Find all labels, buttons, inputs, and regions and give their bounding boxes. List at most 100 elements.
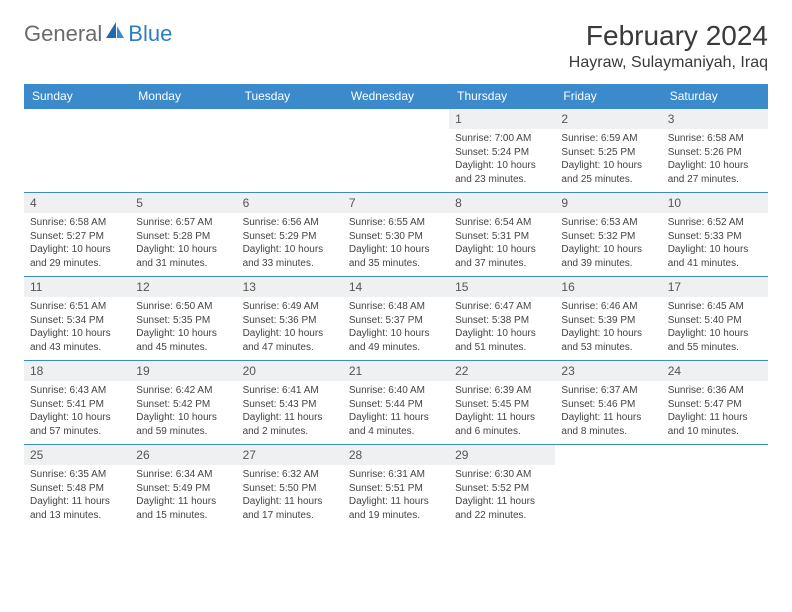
day-detail-cell: Sunrise: 6:47 AMSunset: 5:38 PMDaylight:…	[449, 297, 555, 361]
sunset-text: Sunset: 5:36 PM	[243, 314, 337, 328]
sunrise-text: Sunrise: 6:42 AM	[136, 384, 230, 398]
day-detail-cell: Sunrise: 6:49 AMSunset: 5:36 PMDaylight:…	[237, 297, 343, 361]
daylight-text-1: Daylight: 10 hours	[668, 327, 762, 341]
daylight-text-1: Daylight: 11 hours	[561, 411, 655, 425]
day-header: Sunday	[24, 84, 130, 109]
daylight-text-1: Daylight: 11 hours	[349, 495, 443, 509]
daylight-text-2: and 15 minutes.	[136, 509, 230, 523]
day-detail-row: Sunrise: 6:51 AMSunset: 5:34 PMDaylight:…	[24, 297, 768, 361]
day-detail-cell: Sunrise: 6:40 AMSunset: 5:44 PMDaylight:…	[343, 381, 449, 445]
day-number-cell: 2	[555, 109, 661, 130]
day-number-cell: 14	[343, 277, 449, 298]
daylight-text-1: Daylight: 10 hours	[136, 411, 230, 425]
day-detail-cell: Sunrise: 6:52 AMSunset: 5:33 PMDaylight:…	[662, 213, 768, 277]
sunset-text: Sunset: 5:25 PM	[561, 146, 655, 160]
day-number-cell	[24, 109, 130, 130]
day-detail-cell: Sunrise: 6:57 AMSunset: 5:28 PMDaylight:…	[130, 213, 236, 277]
sunrise-text: Sunrise: 6:46 AM	[561, 300, 655, 314]
daylight-text-1: Daylight: 10 hours	[243, 327, 337, 341]
sunset-text: Sunset: 5:26 PM	[668, 146, 762, 160]
day-number-cell: 23	[555, 361, 661, 382]
day-number-cell: 8	[449, 193, 555, 214]
day-detail-row: Sunrise: 6:43 AMSunset: 5:41 PMDaylight:…	[24, 381, 768, 445]
day-detail-cell	[130, 129, 236, 193]
day-detail-cell: Sunrise: 6:48 AMSunset: 5:37 PMDaylight:…	[343, 297, 449, 361]
sunset-text: Sunset: 5:35 PM	[136, 314, 230, 328]
daylight-text-2: and 2 minutes.	[243, 425, 337, 439]
sunrise-text: Sunrise: 6:59 AM	[561, 132, 655, 146]
daylight-text-2: and 53 minutes.	[561, 341, 655, 355]
day-number-row: 45678910	[24, 193, 768, 214]
day-number-cell	[662, 445, 768, 466]
day-number-cell: 9	[555, 193, 661, 214]
day-detail-cell: Sunrise: 6:54 AMSunset: 5:31 PMDaylight:…	[449, 213, 555, 277]
day-detail-row: Sunrise: 6:35 AMSunset: 5:48 PMDaylight:…	[24, 465, 768, 528]
sunset-text: Sunset: 5:48 PM	[30, 482, 124, 496]
sunset-text: Sunset: 5:34 PM	[30, 314, 124, 328]
day-detail-cell	[662, 465, 768, 528]
daylight-text-2: and 13 minutes.	[30, 509, 124, 523]
day-detail-cell: Sunrise: 6:45 AMSunset: 5:40 PMDaylight:…	[662, 297, 768, 361]
day-header: Thursday	[449, 84, 555, 109]
sunset-text: Sunset: 5:33 PM	[668, 230, 762, 244]
day-detail-cell	[24, 129, 130, 193]
day-number-cell: 12	[130, 277, 236, 298]
daylight-text-2: and 25 minutes.	[561, 173, 655, 187]
logo: General Blue	[24, 20, 172, 47]
header: General Blue February 2024 Hayraw, Sulay…	[24, 20, 768, 72]
day-number-cell: 3	[662, 109, 768, 130]
daylight-text-1: Daylight: 10 hours	[136, 327, 230, 341]
sunset-text: Sunset: 5:30 PM	[349, 230, 443, 244]
day-number-cell: 1	[449, 109, 555, 130]
sunset-text: Sunset: 5:44 PM	[349, 398, 443, 412]
day-number-cell	[130, 109, 236, 130]
day-number-cell	[555, 445, 661, 466]
day-detail-cell: Sunrise: 6:43 AMSunset: 5:41 PMDaylight:…	[24, 381, 130, 445]
day-detail-cell: Sunrise: 6:50 AMSunset: 5:35 PMDaylight:…	[130, 297, 236, 361]
day-header: Saturday	[662, 84, 768, 109]
day-detail-cell: Sunrise: 6:59 AMSunset: 5:25 PMDaylight:…	[555, 129, 661, 193]
day-number-cell: 27	[237, 445, 343, 466]
daylight-text-2: and 41 minutes.	[668, 257, 762, 271]
sunset-text: Sunset: 5:42 PM	[136, 398, 230, 412]
sunset-text: Sunset: 5:47 PM	[668, 398, 762, 412]
day-number-cell: 16	[555, 277, 661, 298]
day-number-row: 18192021222324	[24, 361, 768, 382]
sunrise-text: Sunrise: 6:56 AM	[243, 216, 337, 230]
day-number-row: 11121314151617	[24, 277, 768, 298]
day-number-cell: 25	[24, 445, 130, 466]
day-number-cell: 19	[130, 361, 236, 382]
day-detail-cell: Sunrise: 6:51 AMSunset: 5:34 PMDaylight:…	[24, 297, 130, 361]
daylight-text-2: and 10 minutes.	[668, 425, 762, 439]
sunrise-text: Sunrise: 6:50 AM	[136, 300, 230, 314]
day-detail-cell: Sunrise: 6:31 AMSunset: 5:51 PMDaylight:…	[343, 465, 449, 528]
sunrise-text: Sunrise: 6:36 AM	[668, 384, 762, 398]
daylight-text-1: Daylight: 10 hours	[30, 243, 124, 257]
daylight-text-1: Daylight: 10 hours	[668, 159, 762, 173]
day-detail-cell	[343, 129, 449, 193]
daylight-text-2: and 4 minutes.	[349, 425, 443, 439]
sunrise-text: Sunrise: 6:30 AM	[455, 468, 549, 482]
daylight-text-2: and 51 minutes.	[455, 341, 549, 355]
daylight-text-1: Daylight: 11 hours	[455, 495, 549, 509]
location: Hayraw, Sulaymaniyah, Iraq	[569, 54, 768, 72]
day-header: Friday	[555, 84, 661, 109]
day-header-row: Sunday Monday Tuesday Wednesday Thursday…	[24, 84, 768, 109]
sunset-text: Sunset: 5:40 PM	[668, 314, 762, 328]
day-number-cell: 26	[130, 445, 236, 466]
daylight-text-1: Daylight: 10 hours	[30, 327, 124, 341]
sunrise-text: Sunrise: 6:34 AM	[136, 468, 230, 482]
sunrise-text: Sunrise: 6:55 AM	[349, 216, 443, 230]
sunset-text: Sunset: 5:38 PM	[455, 314, 549, 328]
sunrise-text: Sunrise: 6:54 AM	[455, 216, 549, 230]
day-detail-cell: Sunrise: 6:58 AMSunset: 5:26 PMDaylight:…	[662, 129, 768, 193]
day-detail-cell: Sunrise: 6:37 AMSunset: 5:46 PMDaylight:…	[555, 381, 661, 445]
day-detail-cell: Sunrise: 6:41 AMSunset: 5:43 PMDaylight:…	[237, 381, 343, 445]
day-number-cell: 10	[662, 193, 768, 214]
sunrise-text: Sunrise: 6:49 AM	[243, 300, 337, 314]
sunset-text: Sunset: 5:46 PM	[561, 398, 655, 412]
day-number-cell: 22	[449, 361, 555, 382]
logo-sail-icon	[104, 20, 126, 47]
day-header: Wednesday	[343, 84, 449, 109]
logo-text-general: General	[24, 21, 102, 47]
